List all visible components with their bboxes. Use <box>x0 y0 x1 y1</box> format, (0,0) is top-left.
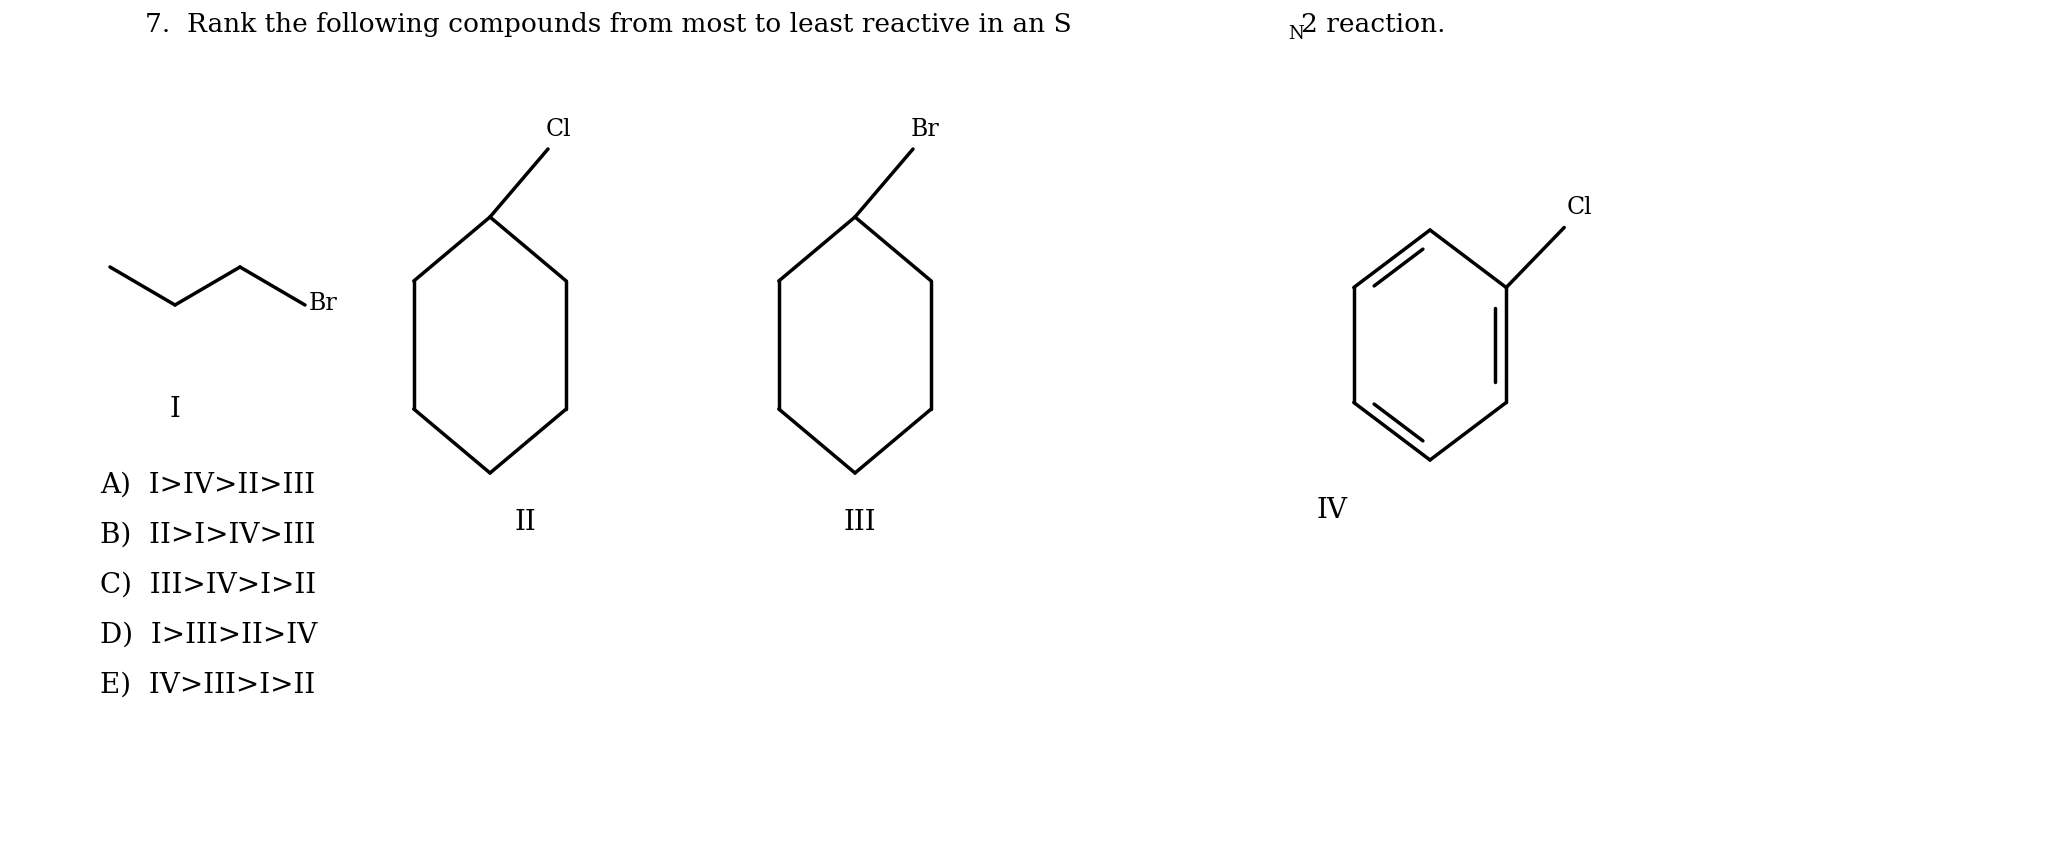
Text: Cl: Cl <box>546 118 571 141</box>
Text: 7.  Rank the following compounds from most to least reactive in an S: 7. Rank the following compounds from mos… <box>145 12 1072 37</box>
Text: E)  IV>III>I>II: E) IV>III>I>II <box>100 671 315 699</box>
Text: N: N <box>1289 25 1303 43</box>
Text: IV: IV <box>1316 497 1348 523</box>
Text: Br: Br <box>910 118 939 141</box>
Text: I: I <box>170 397 180 423</box>
Text: A)  I>IV>II>III: A) I>IV>II>III <box>100 471 315 498</box>
Text: II: II <box>514 510 536 536</box>
Text: D)  I>III>II>IV: D) I>III>II>IV <box>100 622 317 648</box>
Text: Br: Br <box>309 292 338 315</box>
Text: Cl: Cl <box>1565 197 1592 220</box>
Text: III: III <box>843 510 876 536</box>
Text: 2 reaction.: 2 reaction. <box>1301 12 1447 37</box>
Text: C)  III>IV>I>II: C) III>IV>I>II <box>100 571 317 598</box>
Text: B)  II>I>IV>III: B) II>I>IV>III <box>100 522 315 549</box>
